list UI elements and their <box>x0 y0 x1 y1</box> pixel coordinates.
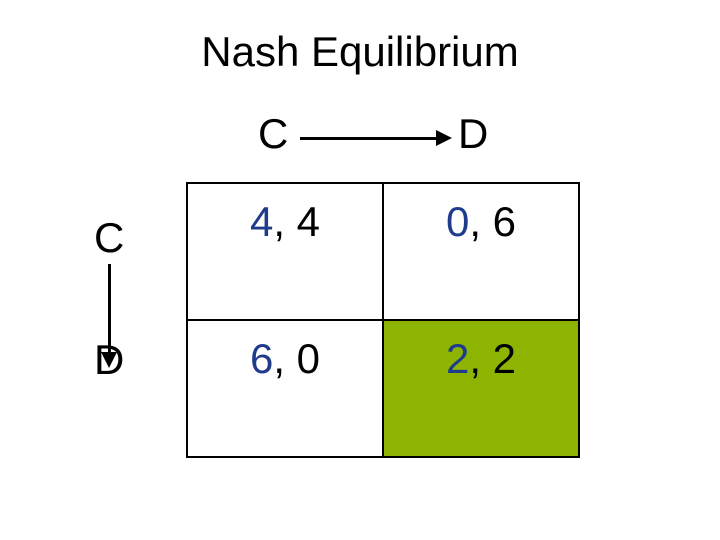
payoff-p1: 6 <box>250 335 273 382</box>
cell-dc: 6, 0 <box>187 320 383 457</box>
payoff-matrix: 4, 4 0, 6 6, 0 2, 2 <box>186 182 580 458</box>
cell-cd: 0, 6 <box>383 183 579 320</box>
payoff-rest: , 0 <box>273 335 320 382</box>
payoff-rest: , 6 <box>469 198 516 245</box>
row-header-c: C <box>94 214 124 262</box>
cell-cc: 4, 4 <box>187 183 383 320</box>
payoff-rest: , 4 <box>273 198 320 245</box>
payoff-p1: 2 <box>446 335 469 382</box>
page-title: Nash Equilibrium <box>0 28 720 76</box>
payoff-p1: 0 <box>446 198 469 245</box>
payoff-rest: , 2 <box>469 335 516 382</box>
col-header-c: C <box>258 110 288 158</box>
payoff-p1: 4 <box>250 198 273 245</box>
col-header-d: D <box>458 110 488 158</box>
cell-dd: 2, 2 <box>383 320 579 457</box>
